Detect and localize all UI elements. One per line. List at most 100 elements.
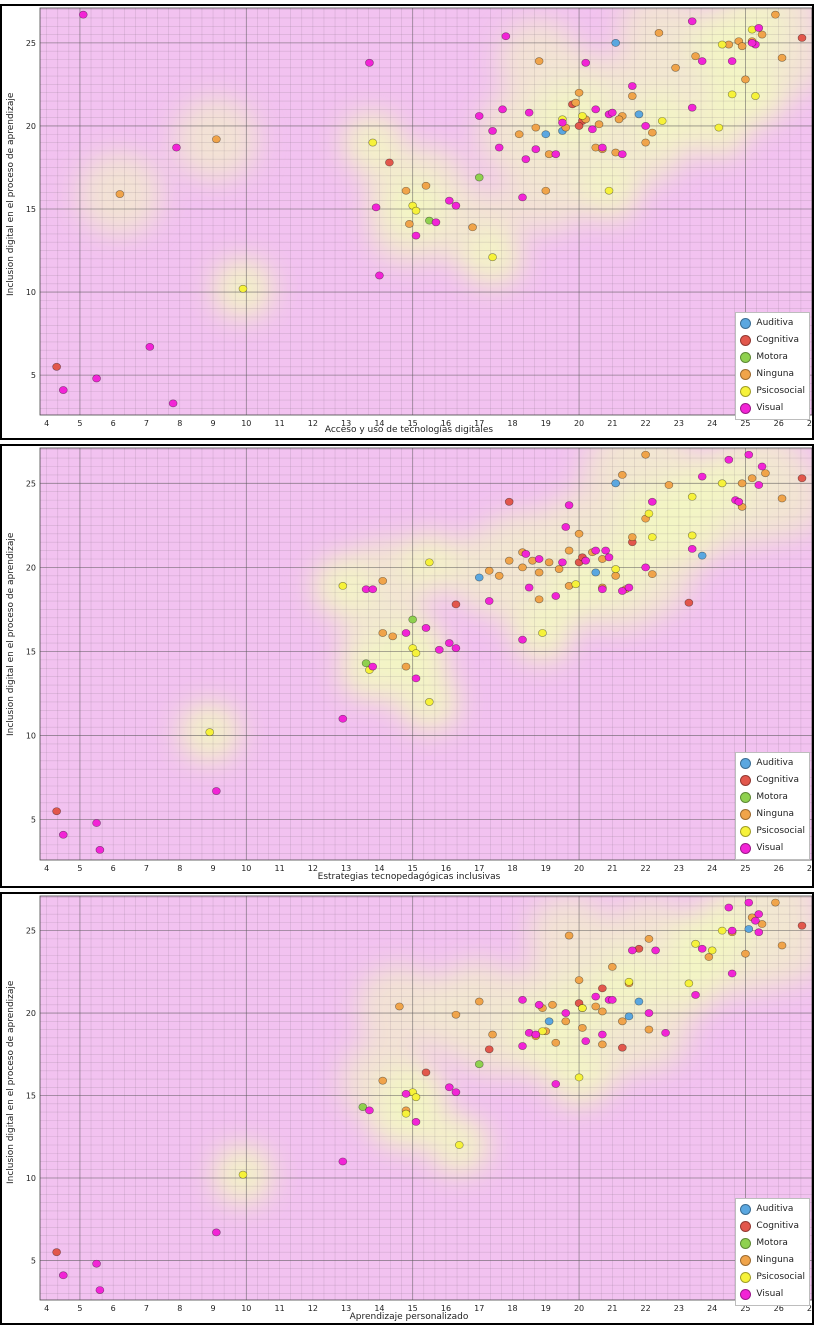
point-ninguna <box>741 75 750 84</box>
legend-label: Visual <box>756 1289 784 1299</box>
legend-label: Auditiva <box>756 758 794 768</box>
point-psicosocial <box>727 90 737 99</box>
legend-swatch <box>740 809 752 820</box>
legend-label: Psicosocial <box>756 1272 805 1282</box>
point-visual <box>551 592 561 600</box>
point-cognitiva <box>598 984 607 993</box>
x-tick-label: 6 <box>111 1304 116 1313</box>
point-psicosocial <box>578 1004 587 1013</box>
point-ninguna <box>541 186 551 195</box>
legend-label: Auditiva <box>756 1204 794 1214</box>
point-ninguna <box>378 1076 388 1085</box>
x-tick-label: 14 <box>374 1304 384 1313</box>
point-visual <box>498 105 507 114</box>
point-visual <box>754 910 764 919</box>
x-tick-label: 22 <box>641 1304 651 1313</box>
point-cognitiva <box>451 600 461 609</box>
point-visual <box>58 1271 68 1280</box>
point-ninguna <box>628 92 637 100</box>
point-visual <box>644 1009 654 1017</box>
point-ninguna <box>608 963 617 971</box>
y-axis-label-2: Inclusion digital en el proceso de apren… <box>6 532 16 736</box>
chart-svg-2: 4 5 6 7 8 9 10 11 12 13 14 15 16 17 18 19 20 21 22 23 24 25 26… <box>26 447 812 873</box>
point-visual <box>581 1037 591 1046</box>
legend-label: Motora <box>756 352 788 362</box>
x-tick-label: 25 <box>740 1304 750 1313</box>
x-tick-label: 26 <box>774 419 784 428</box>
point-ninguna <box>757 920 767 928</box>
point-psicosocial <box>687 492 697 501</box>
point-psicosocial <box>687 531 697 540</box>
point-visual <box>92 819 101 827</box>
point-ninguna <box>544 558 554 567</box>
x-tick-label: 25 <box>740 864 750 873</box>
point-visual <box>484 597 494 605</box>
point-ninguna <box>618 1017 627 1026</box>
x-tick-label: 27 <box>807 1304 812 1313</box>
point-psicosocial <box>238 284 248 293</box>
chart-panel-2: 4 5 6 7 8 9 10 11 12 13 14 15 16 17 18 19 20 21 22 23 24 25 26… <box>0 444 814 888</box>
x-tick-label: 15 <box>408 1304 418 1313</box>
point-visual <box>411 1118 421 1126</box>
legend-label: Cognitiva <box>756 775 800 785</box>
point-visual <box>751 916 760 925</box>
point-visual <box>697 57 707 66</box>
point-psicosocial <box>425 558 434 567</box>
point-psicosocial <box>604 186 614 195</box>
chart-svg-3: 4 5 6 7 8 9 10 11 12 13 14 15 16 17 18 19 20 21 22 23 24 25 26… <box>26 895 812 1313</box>
point-psicosocial <box>425 698 434 706</box>
point-visual <box>518 995 527 1004</box>
legend-item-motora: Motora <box>740 1235 805 1252</box>
legend-swatch <box>740 1272 752 1283</box>
point-ninguna <box>594 120 604 129</box>
y-tick-label: 10 <box>26 288 36 297</box>
point-visual <box>661 1028 670 1037</box>
point-auditiva <box>474 573 484 582</box>
legend-label: Cognitiva <box>756 1221 800 1231</box>
y-tick-label: 15 <box>26 205 36 214</box>
point-ninguna <box>378 629 388 637</box>
point-ninguna <box>737 479 747 488</box>
point-motora <box>408 615 417 624</box>
x-tick-label: 24 <box>707 419 717 428</box>
point-visual <box>368 585 378 594</box>
legend-swatch <box>740 1289 752 1300</box>
point-visual <box>92 374 101 383</box>
legend-label: Psicosocial <box>756 826 805 836</box>
point-visual <box>601 546 610 555</box>
legend-item-cognitiva: Cognitiva <box>740 1218 805 1235</box>
point-ninguna <box>611 571 620 580</box>
point-visual <box>558 558 567 567</box>
x-tick-label: 26 <box>774 1304 784 1313</box>
y-axis-label-3: Inclusion digital en el proceso de apren… <box>6 980 16 1184</box>
legend-label: Auditiva <box>756 318 794 328</box>
point-psicosocial <box>368 138 378 147</box>
legend-2: Auditiva Cognitiva Motora Ninguna Psicosocia… <box>735 752 810 860</box>
point-ninguna <box>598 1040 607 1049</box>
point-visual <box>754 24 764 32</box>
point-ninguna <box>488 1030 497 1039</box>
point-visual <box>488 127 497 135</box>
point-motora <box>474 1060 484 1069</box>
point-visual <box>411 231 421 240</box>
point-visual <box>687 17 697 26</box>
point-psicosocial <box>714 123 724 132</box>
x-tick-label: 7 <box>144 1304 149 1313</box>
point-psicosocial <box>647 533 657 542</box>
point-ninguna <box>405 220 414 228</box>
point-ninguna <box>598 1007 607 1016</box>
point-visual <box>551 1080 561 1088</box>
point-visual <box>58 830 68 839</box>
point-psicosocial <box>717 40 727 49</box>
legend-item-ninguna: Ninguna <box>740 366 805 383</box>
x-tick-label: 27 <box>807 864 812 873</box>
point-ninguna <box>514 130 524 139</box>
point-visual <box>744 450 754 459</box>
legend-item-psicosocial: Psicosocial <box>740 1269 805 1286</box>
point-visual <box>451 1088 461 1097</box>
point-psicosocial <box>411 206 421 215</box>
legend-item-ninguna: Ninguna <box>740 1252 805 1269</box>
point-visual <box>591 105 601 114</box>
point-visual <box>618 150 627 159</box>
point-visual <box>624 583 634 592</box>
